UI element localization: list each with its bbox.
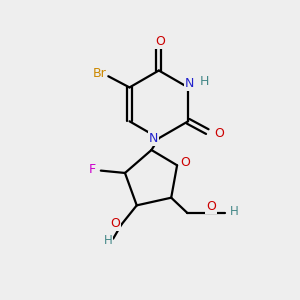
Text: N: N: [185, 77, 194, 90]
Text: H: H: [103, 234, 112, 247]
Text: O: O: [155, 35, 165, 48]
Text: H: H: [230, 205, 239, 218]
Text: O: O: [110, 217, 120, 230]
Text: H: H: [200, 75, 209, 88]
Text: Br: Br: [93, 67, 106, 80]
Text: N: N: [149, 132, 158, 145]
Text: O: O: [215, 128, 225, 140]
Text: O: O: [180, 156, 190, 169]
Text: F: F: [89, 163, 96, 176]
Text: O: O: [206, 200, 216, 213]
